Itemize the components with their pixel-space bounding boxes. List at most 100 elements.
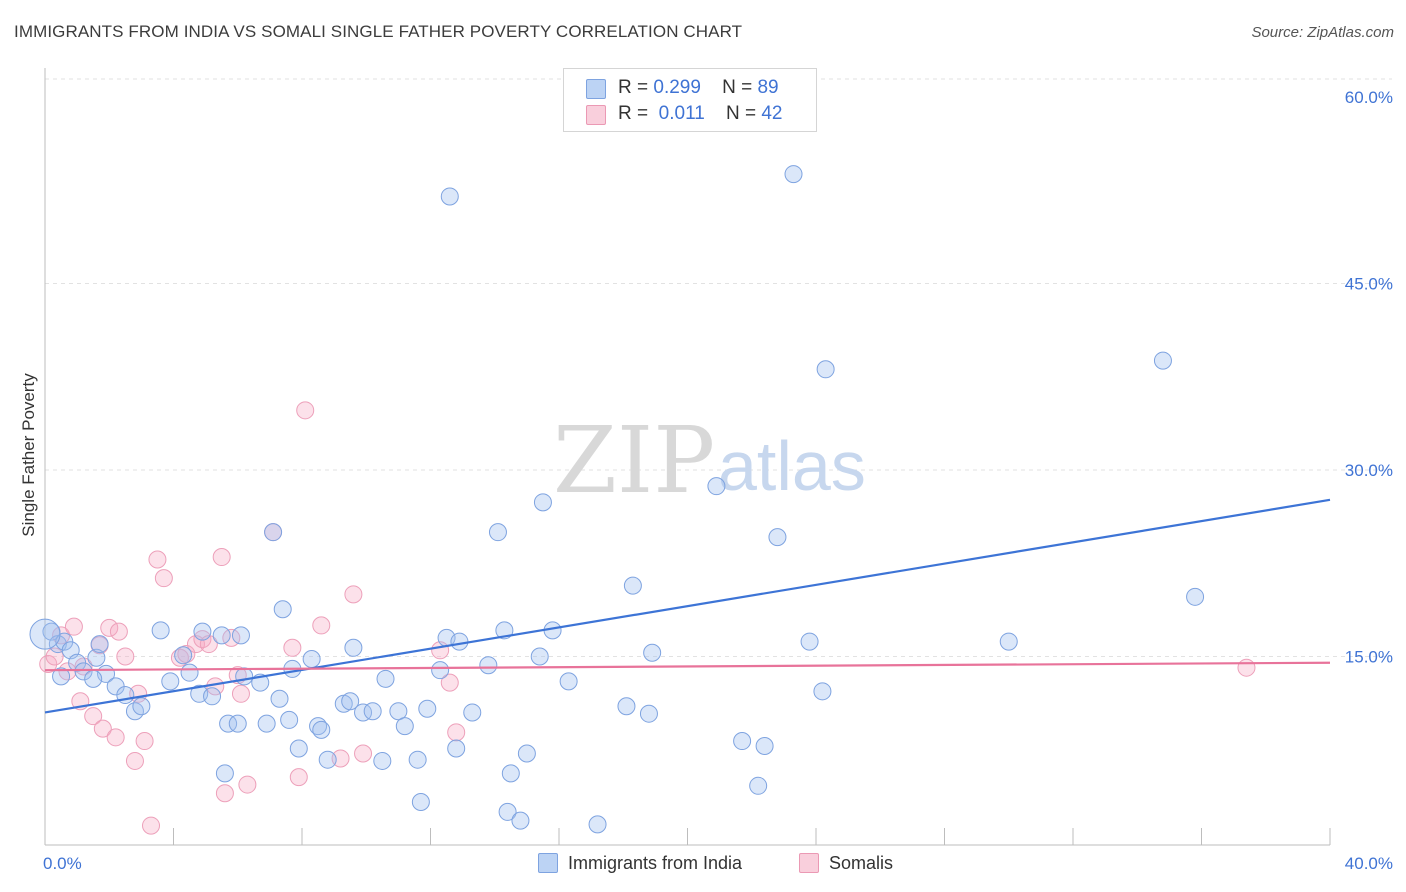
india-point: [193, 622, 212, 641]
y-tick-label: 15.0%: [1345, 648, 1393, 667]
axes: [44, 68, 1331, 846]
india-point: [559, 672, 578, 691]
india-point: [533, 493, 552, 512]
x-tick-labels: 0.0% 40.0%: [43, 854, 1393, 873]
x-tick-label: 40.0%: [1345, 854, 1393, 873]
somali-point: [447, 723, 466, 742]
legend-r-value-india: 0.299: [653, 77, 701, 98]
india-point: [501, 764, 520, 783]
india-point: [74, 662, 93, 681]
india-point: [816, 360, 835, 379]
india-point: [431, 661, 450, 680]
india-point: [219, 714, 238, 733]
y-axis-label: Single Father Poverty: [19, 373, 38, 537]
somali-point: [238, 775, 257, 794]
somali-point: [1237, 658, 1256, 677]
somali-point: [289, 768, 308, 787]
correlation-legend: R = 0.299 N = 89 R = 0.011 N = 42: [563, 68, 817, 132]
india-point: [90, 635, 109, 654]
india-point: [800, 632, 819, 651]
india-point: [517, 744, 536, 763]
india-point: [511, 811, 530, 830]
india-point: [231, 626, 250, 645]
india-point: [749, 776, 768, 795]
india-point: [463, 703, 482, 722]
india-point: [411, 792, 430, 811]
trend-lines: [44, 498, 1331, 714]
watermark-zip: ZIP: [553, 407, 715, 514]
somali-point: [84, 707, 103, 726]
somali-point: [283, 638, 302, 657]
india-point: [530, 647, 549, 666]
somali-point: [215, 784, 234, 803]
somali-point: [64, 617, 83, 636]
india-point: [273, 600, 292, 619]
india-point: [418, 699, 437, 718]
india-point: [1186, 587, 1205, 606]
source-label: Source: ZipAtlas.com: [1251, 24, 1394, 41]
somali-point: [125, 751, 144, 770]
india-point: [174, 646, 193, 665]
somali-point: [39, 654, 58, 673]
india-point: [707, 477, 726, 496]
india-point: [212, 626, 231, 645]
somali-point: [109, 622, 128, 641]
india-point: [215, 764, 234, 783]
somali-point: [296, 401, 315, 420]
india-point: [643, 643, 662, 662]
india-point: [768, 528, 787, 547]
somali-trend-line: [44, 661, 1331, 672]
somali-point: [344, 585, 363, 604]
y-tick-label: 45.0%: [1345, 275, 1393, 294]
india-point: [376, 669, 395, 688]
india-point: [440, 187, 459, 206]
india-point: [318, 750, 337, 769]
india-point: [151, 621, 170, 640]
india-point: [87, 648, 106, 667]
india-point: [344, 638, 363, 657]
watermark-atlas: atlas: [718, 427, 866, 505]
india-point: [29, 618, 61, 650]
somali-swatch: [586, 105, 606, 125]
india-point: [341, 692, 360, 711]
india-point: [755, 737, 774, 756]
somali-point: [231, 684, 250, 703]
y-tick-label: 30.0%: [1345, 461, 1393, 480]
somali-point: [440, 673, 459, 692]
india-point: [784, 165, 803, 184]
india-point: [999, 632, 1018, 651]
india-point: [363, 702, 382, 721]
india-point: [479, 656, 498, 675]
india-point: [1153, 351, 1172, 370]
somali-point: [331, 749, 350, 768]
somali-point: [142, 816, 161, 835]
india-point: [617, 697, 636, 716]
india-legend-swatch: [538, 853, 558, 873]
india-point: [280, 710, 299, 729]
x-tick-label: 0.0%: [43, 854, 82, 873]
somali-points: [39, 401, 1256, 835]
india-point: [84, 669, 103, 688]
somali-point: [106, 728, 125, 747]
india-point: [354, 703, 373, 722]
somali-point: [100, 618, 119, 637]
somali-point: [312, 616, 331, 635]
somali-point: [116, 647, 135, 666]
india-point: [389, 702, 408, 721]
india-point: [312, 720, 331, 739]
legend-n-value-india: 89: [757, 77, 779, 98]
india-trend-line: [44, 498, 1331, 714]
somali-point: [212, 548, 231, 567]
india-swatch: [586, 79, 606, 99]
india-point: [235, 667, 254, 686]
india-point: [228, 714, 247, 733]
india-point: [161, 672, 180, 691]
somali-point: [93, 719, 112, 738]
legend-r-label: R =: [618, 77, 649, 98]
grid-lines: [45, 78, 1392, 657]
india-point: [203, 687, 222, 706]
india-point: [623, 576, 642, 595]
somali-point: [135, 732, 154, 751]
india-point: [373, 751, 392, 770]
legend-n-label: N =: [725, 103, 757, 124]
